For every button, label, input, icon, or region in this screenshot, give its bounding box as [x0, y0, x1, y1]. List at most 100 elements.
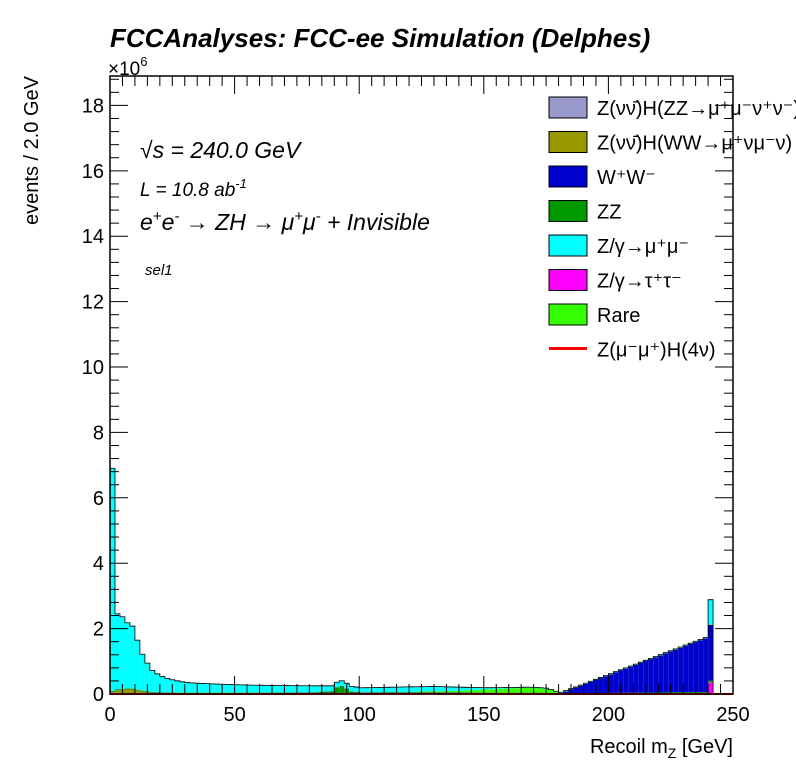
- bar-ZZ: [673, 692, 679, 694]
- bar-WW: [673, 649, 679, 693]
- bar-Zmumu: [399, 687, 405, 692]
- legend-swatch: [548, 96, 588, 119]
- bar-Rare: [488, 689, 494, 693]
- bar-Zmumu: [423, 686, 429, 692]
- bar-Rare: [498, 688, 504, 693]
- legend: Z(νν̄)H(ZZ→μ⁺μ⁻ν⁺ν⁻) Z(νν̄)H(WW→μ⁺νμ⁻ν) W⁺…: [548, 96, 796, 362]
- bar-Ztautau: [708, 682, 714, 694]
- bar-Rare: [558, 692, 564, 694]
- bar-Rare: [404, 691, 410, 693]
- y-tick-label: 16: [82, 161, 104, 183]
- bar-Rare: [503, 688, 509, 693]
- bar-Rare: [538, 688, 544, 694]
- legend-swatch: [548, 303, 588, 326]
- selection-label: sel1: [145, 262, 173, 279]
- bar-Zmumu: [488, 687, 494, 690]
- bar-WW: [698, 640, 704, 693]
- legend-item-ZZ: ZZ: [548, 200, 621, 224]
- bar-Zmumu: [174, 680, 180, 693]
- bar-WW: [683, 645, 689, 693]
- legend-item-WW: W⁺W⁻: [548, 165, 656, 189]
- bar-Zmumu: [159, 676, 165, 693]
- legend-label: Z(νν̄)H(WW→μ⁺νμ⁻ν): [597, 133, 792, 155]
- bar-Zmumu: [339, 680, 345, 686]
- bar-WW: [588, 681, 594, 694]
- bar-ZZ: [688, 692, 694, 694]
- bar-Zmumu: [483, 687, 489, 690]
- bar-ZnunuHWW: [110, 692, 115, 693]
- legend-swatch: [548, 234, 588, 257]
- bar-Zmumu: [438, 686, 444, 692]
- bar-Zmumu: [139, 654, 145, 691]
- bar-ZnunuHWW: [124, 689, 130, 694]
- bar-WW: [623, 668, 629, 693]
- bar-Zmumu: [274, 685, 280, 693]
- y-tick-label: 2: [93, 619, 104, 641]
- bar-Rare: [708, 624, 714, 626]
- bar-WW: [668, 651, 674, 693]
- bar-Rare: [703, 637, 709, 639]
- bar-Zmumu: [124, 622, 130, 689]
- bar-WW: [638, 662, 644, 693]
- legend-swatch: [548, 200, 588, 222]
- bar-Zmumu: [364, 687, 370, 693]
- bar-WW: [573, 687, 579, 694]
- bar-Zmumu: [503, 687, 509, 689]
- bar-Zmumu: [189, 683, 195, 693]
- y-tick-label: 14: [82, 226, 104, 248]
- bar-Zmumu: [264, 685, 270, 693]
- bar-Zmumu: [114, 613, 120, 690]
- bar-Rare: [508, 688, 514, 693]
- bar-WW: [613, 672, 619, 693]
- y-tick-label: 8: [93, 422, 104, 444]
- bar-WW: [603, 676, 609, 693]
- bar-Zmumu: [453, 687, 459, 691]
- bar-Zmumu: [209, 684, 215, 693]
- bar-Rare: [458, 690, 464, 693]
- bar-Zmumu: [129, 626, 135, 689]
- axes: 0 50 100 150 200 250 0 2 4 6 8 10 12 14 16 18: [82, 76, 750, 726]
- bar-ZZ: [114, 689, 120, 691]
- bar-Zmumu: [359, 687, 365, 693]
- bar-Zmumu: [448, 687, 454, 691]
- bar-Rare: [478, 689, 484, 693]
- bar-WW: [583, 683, 589, 694]
- bar-Zmumu: [164, 678, 170, 693]
- bar-ZZ: [703, 692, 709, 694]
- y-axis-label: events / 2.0 GeV: [21, 75, 43, 225]
- legend-item-ZnunuHZZ: Z(νν̄)H(ZZ→μ⁺μ⁻ν⁺ν⁻): [548, 96, 796, 120]
- y-tick-label: 0: [93, 684, 104, 706]
- bar-Rare: [409, 691, 415, 693]
- bar-Zmumu: [458, 687, 464, 691]
- legend-label: Z/γ→τ⁺τ⁻: [597, 271, 682, 293]
- bar-ZZ: [708, 680, 714, 683]
- luminosity-label: L = 10.8 ab-1: [140, 176, 247, 201]
- bar-Rare: [483, 689, 489, 693]
- bar-Zmumu: [214, 684, 220, 693]
- legend-item-Rare: Rare: [548, 303, 640, 327]
- bar-ZZ: [110, 691, 115, 693]
- process-label: e+e- → ZH → μ+μ- + Invisible: [140, 208, 430, 235]
- legend-label: Z(μ⁻μ⁺)H(4ν): [597, 340, 716, 362]
- bar-Zmumu: [110, 468, 115, 691]
- series-WW: [110, 625, 714, 694]
- bar-Rare: [563, 690, 569, 692]
- legend-item-Ztautau: Z/γ→τ⁺τ⁻: [548, 269, 682, 293]
- y-tick-label: 12: [82, 292, 104, 314]
- bar-WW: [598, 678, 604, 694]
- bar-WW: [708, 625, 714, 681]
- bar-Rare: [548, 689, 554, 694]
- y-tick-label: 18: [82, 95, 104, 117]
- bar-Zmumu: [199, 683, 205, 693]
- legend-swatch: [548, 131, 588, 153]
- bar-Zmumu: [354, 687, 360, 692]
- bar-Zmumu: [144, 663, 150, 692]
- bar-Zmumu: [508, 687, 514, 689]
- bar-WW: [663, 653, 669, 693]
- bar-Zmumu: [204, 683, 210, 693]
- y-tick-label: 6: [93, 488, 104, 510]
- bar-Zmumu: [404, 687, 410, 692]
- bar-Zmumu: [314, 685, 320, 692]
- bar-Zmumu: [284, 685, 290, 693]
- legend-swatch: [548, 269, 588, 291]
